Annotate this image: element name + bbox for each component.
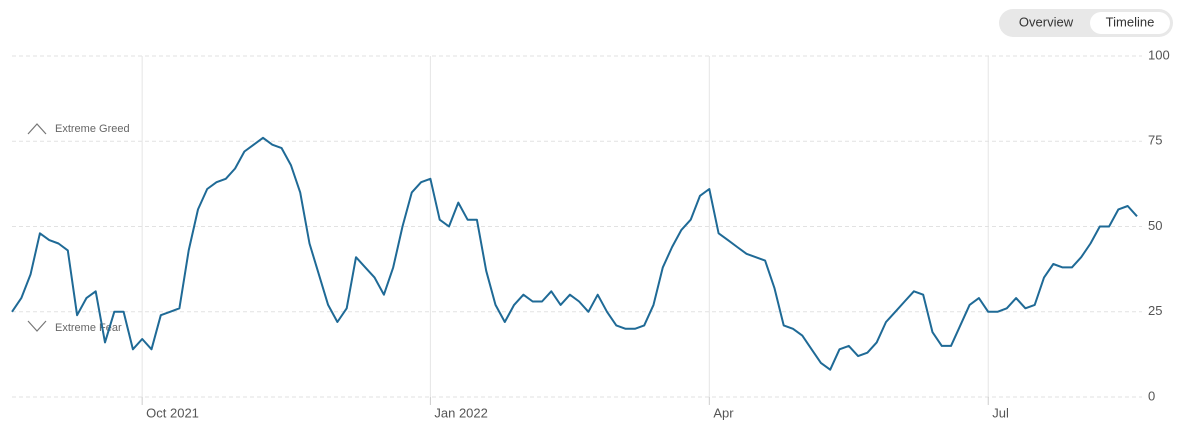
toggle-active [1090, 12, 1170, 34]
x-tick-label: Oct 2021 [146, 405, 199, 420]
timeline-button[interactable]: Timeline [1106, 14, 1155, 29]
y-tick-label: 0 [1148, 388, 1155, 403]
greed-icon [27, 123, 47, 135]
y-tick-label: 50 [1148, 218, 1162, 233]
x-tick-label: Jul [992, 405, 1009, 420]
data-line [11, 136, 1138, 371]
x-tick-label: Apr [713, 405, 734, 420]
y-tick-label: 75 [1148, 133, 1162, 148]
y-tick-label: 25 [1148, 303, 1162, 318]
annotation: Extreme Fear [55, 322, 122, 334]
fear-icon [27, 320, 47, 332]
x-tick-label: Jan 2022 [434, 405, 488, 420]
overview-button[interactable]: Overview [1019, 14, 1074, 29]
y-tick-label: 100 [1148, 47, 1170, 62]
annotation: Extreme Greed [55, 123, 130, 135]
